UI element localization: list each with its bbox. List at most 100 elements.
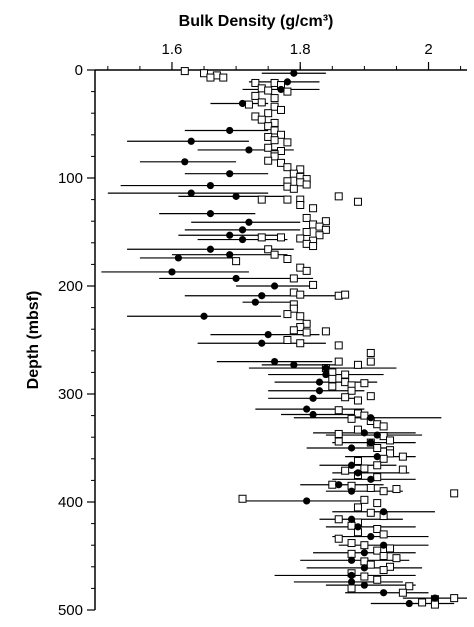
data-point-circle	[181, 158, 189, 166]
data-point-square	[334, 406, 343, 415]
y-axis-label: Depth (mbsf)	[25, 291, 42, 390]
data-point-square	[296, 201, 305, 209]
data-point-circle	[226, 170, 234, 178]
data-point-square	[270, 250, 279, 259]
data-point-square	[379, 422, 388, 431]
data-point-circle	[360, 564, 368, 572]
y-tick-label: 100	[58, 170, 83, 187]
data-point-square	[264, 109, 273, 118]
data-point-square	[206, 73, 215, 82]
data-point-square	[392, 554, 401, 563]
data-point-square	[353, 197, 362, 206]
data-point-square	[302, 180, 311, 189]
data-point-square	[270, 126, 279, 135]
data-point-square	[366, 348, 375, 357]
data-point-circle	[347, 556, 356, 564]
data-point-circle	[347, 487, 356, 495]
data-point-square	[257, 115, 266, 124]
data-point-circle	[347, 444, 356, 452]
data-point-square	[328, 374, 337, 383]
data-point-square	[347, 584, 356, 593]
data-point-square	[398, 465, 407, 474]
data-point-square	[334, 192, 343, 201]
data-point-square	[264, 122, 273, 131]
data-point-square	[315, 231, 324, 240]
data-point-square	[302, 228, 311, 236]
data-point-circle	[290, 361, 298, 369]
data-point-circle	[264, 331, 272, 339]
data-point-square	[398, 452, 407, 461]
data-point-square	[373, 575, 382, 584]
data-point-square	[341, 290, 350, 299]
data-point-square	[347, 521, 356, 530]
data-point-square	[334, 437, 343, 446]
data-point-circle	[200, 312, 208, 320]
data-point-square	[328, 382, 337, 391]
data-point-square	[353, 456, 362, 465]
data-point-square	[379, 454, 388, 463]
data-point-square	[360, 495, 369, 504]
data-point-square	[360, 379, 369, 388]
data-point-square	[296, 234, 305, 243]
data-point-square	[251, 91, 260, 100]
x-tick-label: 2	[424, 41, 432, 58]
data-point-square	[277, 233, 285, 242]
data-point-circle	[251, 298, 259, 306]
data-point-circle	[360, 429, 368, 437]
data-point-square	[309, 204, 318, 213]
data-point-square	[257, 195, 266, 204]
data-point-circle	[315, 387, 324, 395]
data-point-circle	[226, 251, 234, 259]
data-point-square	[373, 473, 382, 482]
data-point-circle	[232, 192, 240, 200]
data-point-square	[328, 368, 337, 377]
data-point-square	[283, 138, 292, 147]
x-tick-label: 1.8	[290, 41, 311, 58]
data-point-circle	[206, 181, 215, 190]
data-point-circle	[303, 405, 311, 413]
data-point-circle	[347, 461, 356, 469]
data-point-circle	[187, 137, 195, 145]
data-point-circle	[347, 578, 356, 586]
data-point-circle	[245, 218, 253, 226]
data-point-square	[353, 396, 362, 405]
x-tick-label: 1.6	[162, 41, 183, 58]
data-point-circle	[226, 126, 234, 135]
data-point-square	[386, 449, 395, 458]
data-point-square	[264, 143, 273, 152]
data-point-square	[392, 485, 401, 494]
data-point-square	[302, 266, 311, 275]
data-point-square	[180, 67, 189, 76]
data-point-circle	[174, 254, 182, 262]
data-point-square	[264, 245, 273, 254]
data-point-square	[257, 98, 266, 107]
data-point-circle	[206, 245, 215, 253]
data-point-square	[334, 357, 343, 366]
data-point-square	[289, 184, 298, 193]
data-point-square	[251, 78, 260, 87]
data-point-square	[289, 274, 298, 283]
data-point-square	[257, 233, 266, 242]
data-point-square	[302, 213, 311, 222]
data-point-square	[334, 515, 343, 524]
data-point-circle	[245, 146, 253, 154]
data-point-circle	[322, 370, 330, 379]
data-point-circle	[380, 541, 388, 549]
data-point-circle	[290, 69, 298, 77]
data-point-square	[430, 600, 439, 609]
data-point-square	[366, 508, 375, 517]
data-point-circle	[360, 581, 368, 589]
data-point-square	[360, 572, 369, 581]
data-point-square	[366, 392, 375, 401]
data-point-square	[334, 534, 343, 543]
data-point-circle	[270, 358, 279, 366]
data-point-square	[386, 436, 395, 445]
data-point-square	[321, 217, 330, 226]
data-point-square	[283, 87, 292, 96]
data-point-square	[366, 357, 375, 366]
data-point-square	[347, 386, 356, 395]
data-point-square	[450, 594, 459, 603]
data-point-square	[302, 328, 311, 337]
data-point-square	[373, 546, 382, 555]
